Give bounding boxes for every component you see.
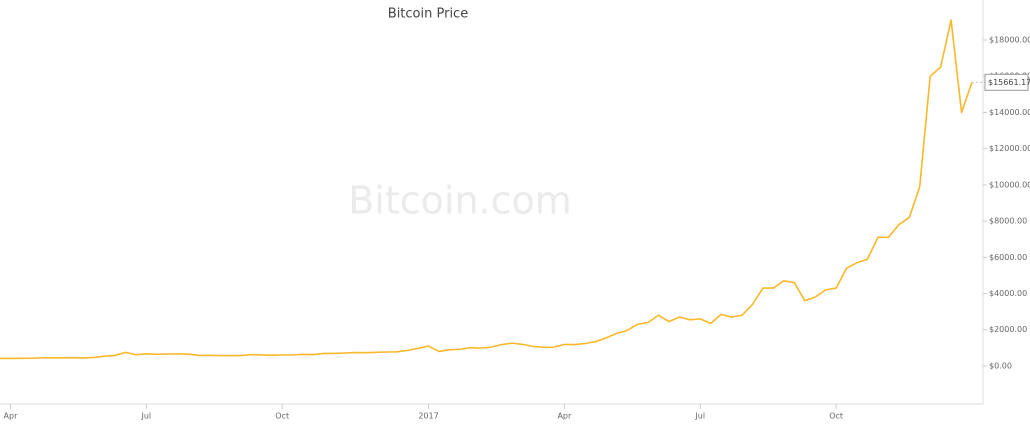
y-tick-label: $10000.00 <box>989 180 1030 189</box>
value-label: $15661.17 <box>988 78 1030 87</box>
x-tick-label: 2017 <box>418 412 438 421</box>
price-line <box>0 19 973 360</box>
x-tick-label: Jul <box>694 412 705 421</box>
watermark: Bitcoin.com <box>348 179 572 223</box>
y-tick-label: $4000.00 <box>989 289 1027 298</box>
y-tick-label: $18000.00 <box>989 35 1030 44</box>
value-tag <box>984 73 1029 91</box>
y-tick-label: $2000.00 <box>989 325 1027 334</box>
x-tick-label: Oct <box>829 412 843 421</box>
y-tick-label: $0.00 <box>989 361 1012 370</box>
chart-title: Bitcoin Price <box>388 7 468 22</box>
x-tick-label: Apr <box>557 412 572 421</box>
y-tick-label: $6000.00 <box>989 253 1027 262</box>
y-tick-label: $14000.00 <box>989 108 1030 117</box>
y-tick-label: $12000.00 <box>989 144 1030 153</box>
x-tick-label: Jul <box>140 412 151 421</box>
x-tick-label: Apr <box>4 412 19 421</box>
y-tick-label: $8000.00 <box>989 217 1027 226</box>
x-tick-label: Oct <box>275 412 289 421</box>
